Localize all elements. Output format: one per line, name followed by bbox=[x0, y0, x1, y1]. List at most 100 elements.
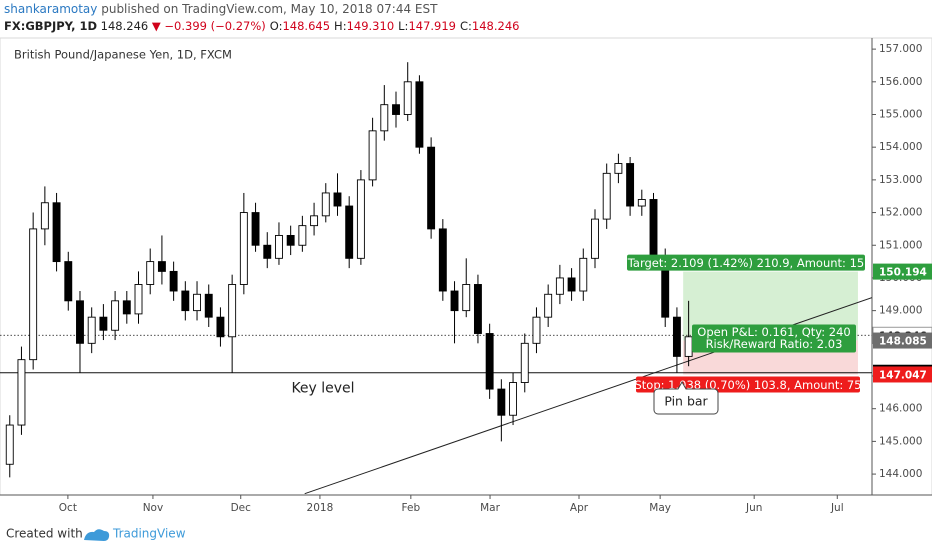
candle-body bbox=[76, 300, 84, 344]
ohlc-value: 148.246 bbox=[472, 19, 520, 33]
footer-text: Created with bbox=[6, 527, 83, 541]
candle-body bbox=[462, 284, 471, 312]
candle-body bbox=[275, 234, 283, 259]
candle-body bbox=[403, 81, 412, 115]
candle-body bbox=[520, 342, 529, 383]
y-tick-label: 146.000 bbox=[879, 403, 922, 415]
candle-body bbox=[333, 192, 342, 207]
chart-title: British Pound/Japanese Yen, 1D, FXCM bbox=[14, 48, 232, 62]
price-badge bbox=[873, 366, 932, 383]
symbol-line: FX:GBPJPY, 1D 148.246 ▼ −0.399 (−0.27%) O… bbox=[4, 19, 519, 33]
candle-body bbox=[52, 202, 61, 263]
pin-bar-callout bbox=[653, 380, 719, 415]
candle-body bbox=[204, 293, 213, 318]
candle-body bbox=[345, 205, 354, 259]
pnl-box bbox=[692, 324, 856, 353]
logo bbox=[84, 529, 110, 541]
candle-body bbox=[356, 179, 365, 259]
x-tick-label: Apr bbox=[570, 502, 589, 514]
y-tick-label: 155.000 bbox=[879, 108, 922, 120]
y-tick-label: 156.000 bbox=[879, 76, 922, 88]
candle-body bbox=[17, 359, 26, 426]
candle-body bbox=[5, 424, 14, 465]
pin-bar-label: Pin bar bbox=[664, 394, 708, 409]
y-tick-label: 144.000 bbox=[879, 468, 922, 480]
target-label-box bbox=[627, 254, 865, 271]
y-tick-label: 157.000 bbox=[879, 43, 922, 55]
x-tick-label: Nov bbox=[143, 502, 164, 514]
author[interactable]: shankaramotay bbox=[4, 2, 97, 16]
y-tick-label: 145.000 bbox=[879, 435, 922, 447]
candle-body bbox=[87, 316, 96, 344]
candle-body bbox=[672, 316, 681, 357]
price-badge bbox=[873, 263, 932, 280]
y-tick-label: 153.000 bbox=[879, 174, 922, 186]
candle-body bbox=[473, 284, 482, 334]
candle-body bbox=[321, 192, 330, 217]
candle-body bbox=[216, 316, 225, 338]
ohlc-label: O: bbox=[270, 19, 283, 33]
ohlc-value: 148.645 bbox=[282, 19, 330, 33]
candle-body bbox=[228, 284, 237, 338]
candle-body bbox=[626, 163, 635, 207]
candle-body bbox=[497, 388, 506, 416]
candle-body bbox=[122, 300, 131, 315]
x-tick-label: Dec bbox=[231, 502, 252, 514]
candle-body bbox=[298, 225, 307, 246]
candle-body bbox=[368, 130, 377, 181]
candle-body bbox=[392, 104, 400, 115]
candle-body bbox=[40, 202, 49, 230]
candle-body bbox=[111, 300, 120, 331]
candle-body bbox=[555, 277, 564, 295]
candle-body bbox=[614, 163, 623, 174]
candle-body bbox=[438, 228, 447, 292]
candle-body bbox=[567, 277, 576, 292]
ohlc-value: 149.310 bbox=[347, 19, 395, 33]
y-tick-label: 154.000 bbox=[879, 141, 922, 153]
candle-body bbox=[637, 199, 646, 207]
symbol: FX:GBPJPY, 1D bbox=[4, 19, 97, 33]
candle-body bbox=[591, 218, 599, 259]
rr-label: Risk/Reward Ratio: 2.03 bbox=[706, 337, 843, 351]
candle-body bbox=[415, 81, 424, 148]
x-tick-label: Feb bbox=[402, 502, 421, 514]
last-price: 148.246 bbox=[101, 19, 149, 33]
x-tick-label: Jun bbox=[745, 502, 762, 514]
price-badge bbox=[873, 332, 932, 349]
plot-area bbox=[0, 62, 872, 495]
key-level-label: Key level bbox=[291, 381, 354, 397]
candle-body bbox=[649, 199, 658, 259]
candle-body bbox=[181, 290, 190, 312]
candle-body bbox=[64, 261, 73, 302]
candle-body bbox=[29, 228, 38, 361]
candle-body bbox=[485, 333, 494, 390]
ohlc-label: C: bbox=[460, 19, 472, 33]
target-label: Target: 2.109 (1.42%) 210.9, Amount: 15 bbox=[627, 256, 864, 270]
x-tick-label: Jul bbox=[830, 502, 844, 514]
x-tick-label: Mar bbox=[480, 502, 500, 514]
stop-label-box bbox=[636, 376, 860, 393]
stop-label: Stop: 1.038 (0.70%) 103.8, Amount: 75 bbox=[634, 378, 861, 392]
pnl-label: Open P&L: 0.161, Qty: 240 bbox=[697, 325, 850, 339]
candle-body bbox=[579, 257, 588, 292]
candle-body bbox=[146, 261, 155, 285]
candle-body bbox=[380, 104, 389, 132]
candle-body bbox=[427, 146, 436, 230]
price-badge-label: 148.085 bbox=[879, 336, 927, 348]
x-tick-label: Oct bbox=[59, 502, 77, 514]
header-line: shankaramotay published on TradingView.c… bbox=[4, 2, 438, 16]
candle-body bbox=[532, 316, 541, 344]
ohlc-value: 147.919 bbox=[408, 19, 456, 33]
candle-body bbox=[263, 244, 272, 259]
candle-body bbox=[193, 293, 201, 312]
x-tick-label: May bbox=[649, 502, 671, 514]
price-badge-label: 147.047 bbox=[879, 369, 927, 381]
price-badge-label: 150.194 bbox=[879, 267, 927, 279]
y-tick-label: 152.000 bbox=[879, 207, 922, 219]
candle-body bbox=[157, 261, 166, 272]
candle-body bbox=[239, 212, 248, 285]
footer-brand[interactable]: TradingView bbox=[112, 527, 186, 541]
candle-body bbox=[310, 215, 319, 227]
